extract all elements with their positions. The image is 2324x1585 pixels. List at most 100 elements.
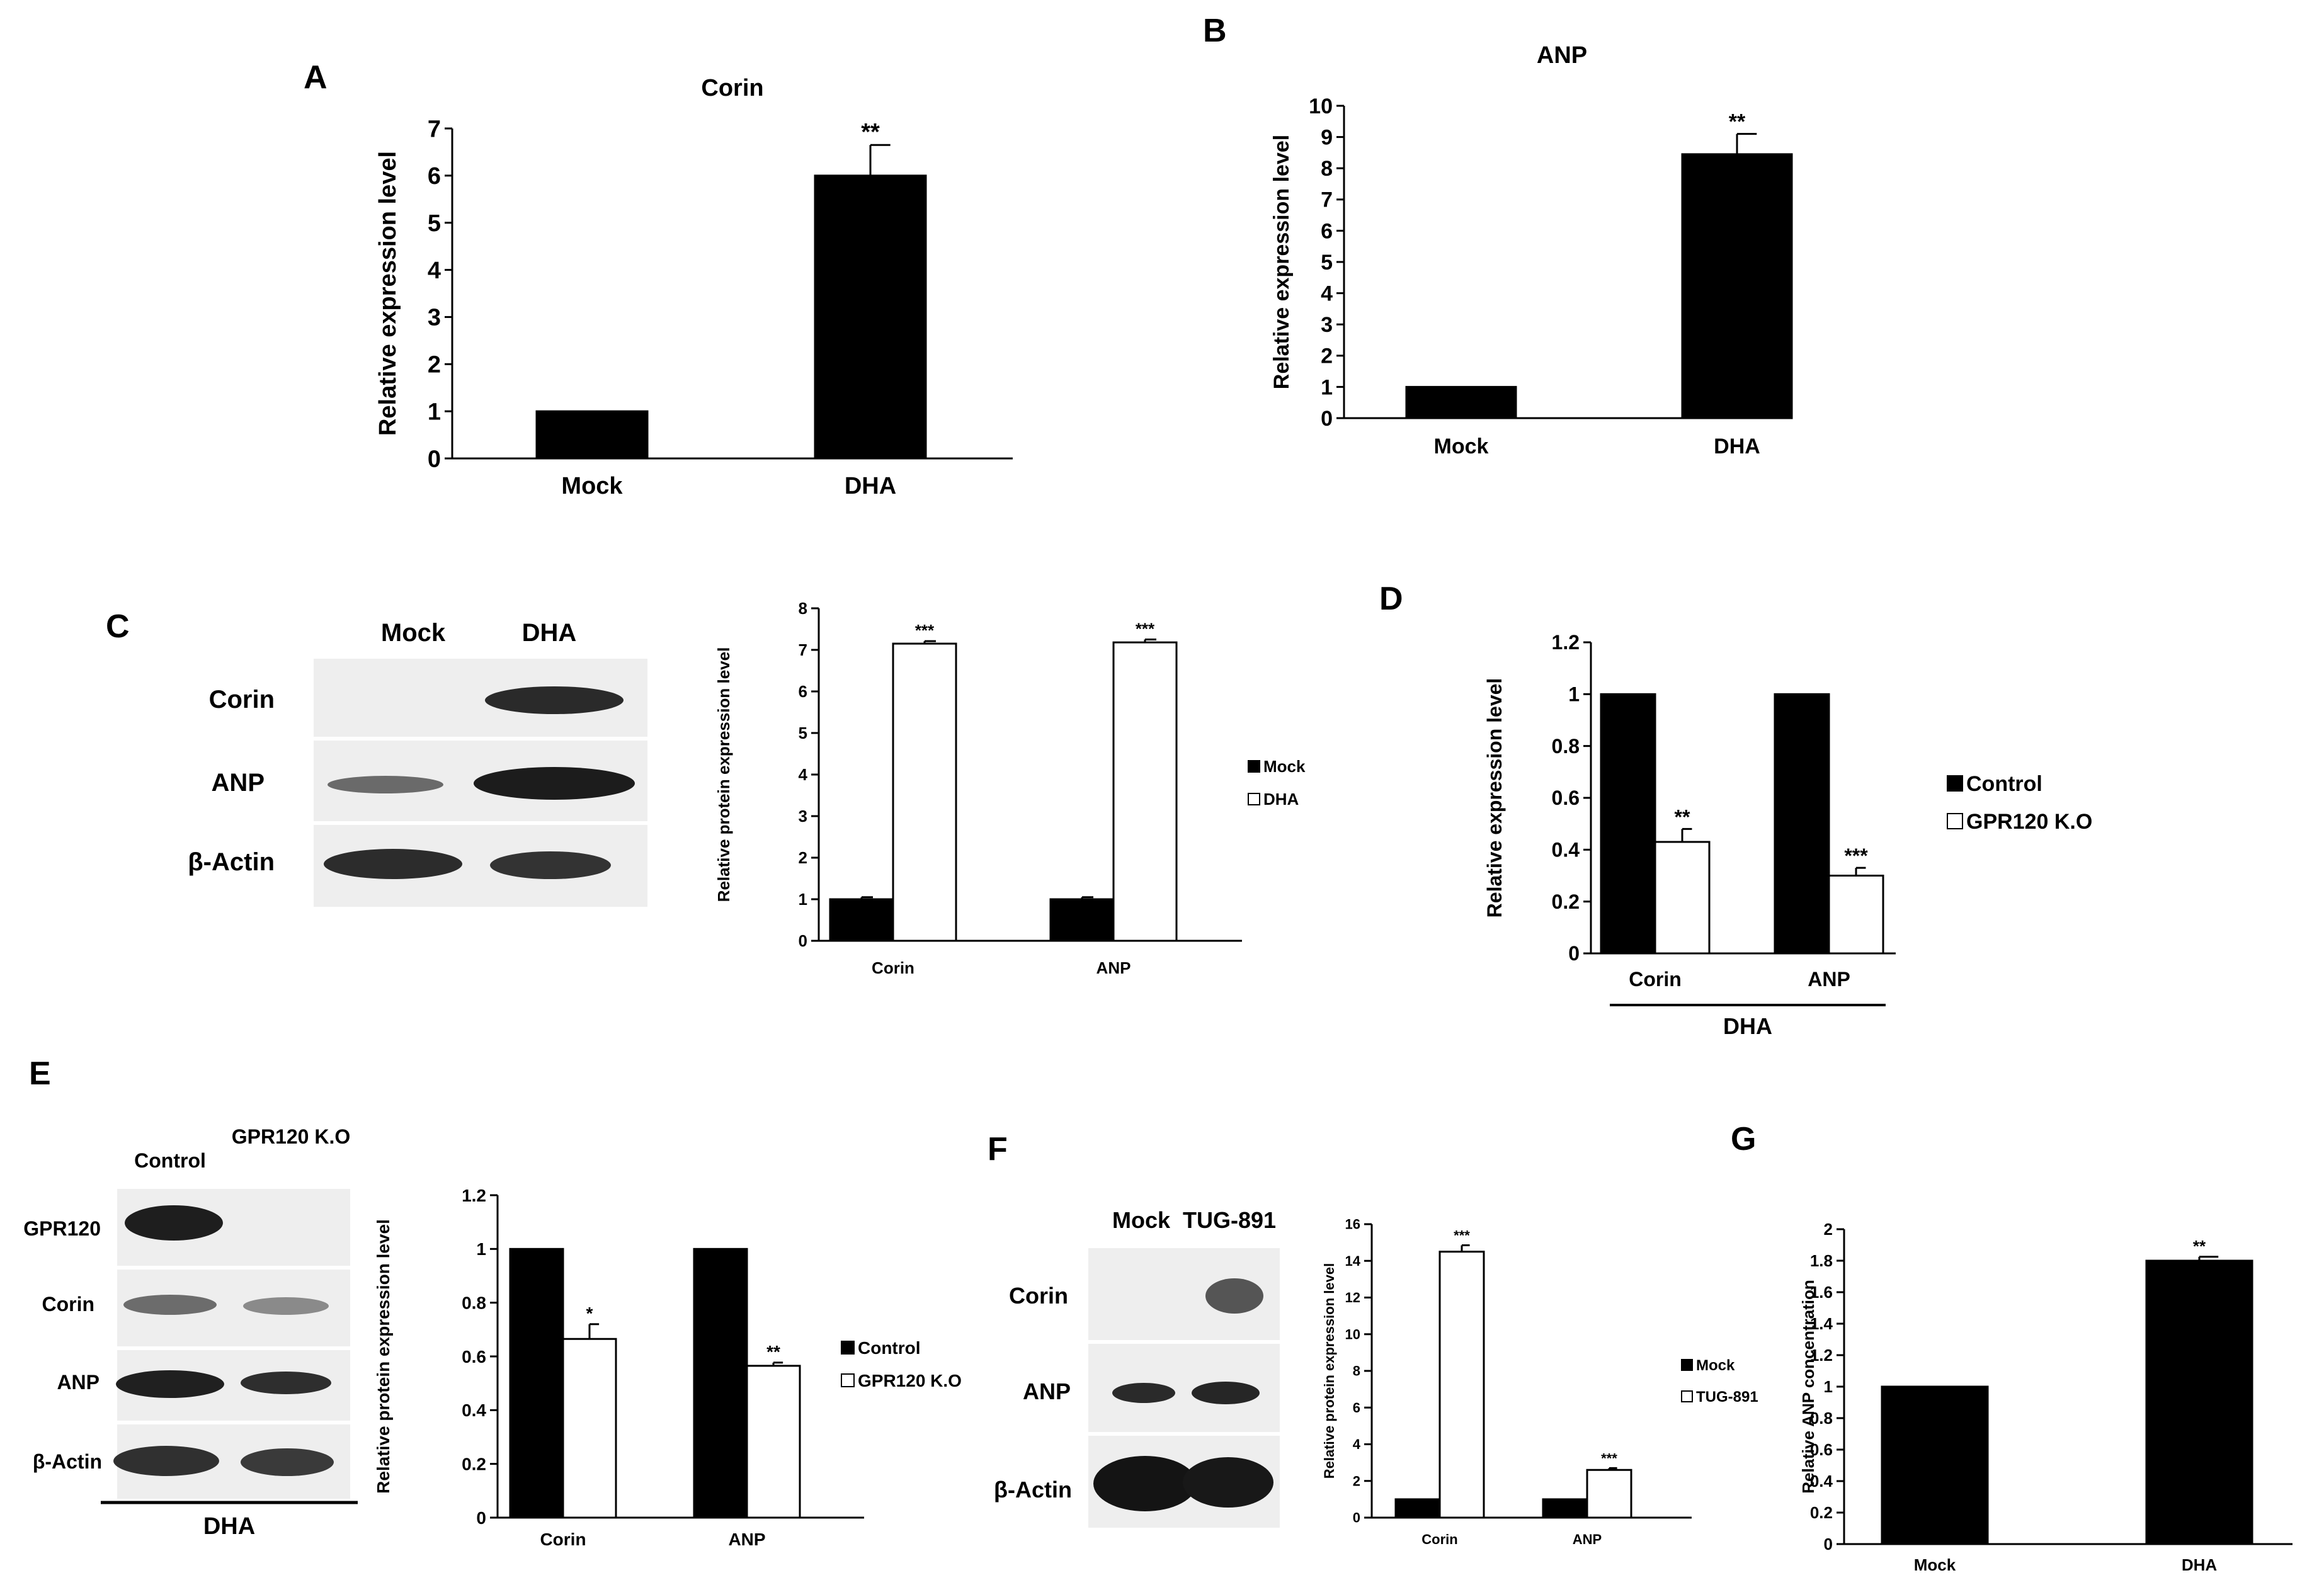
chart-e-category-label: ANP: [728, 1530, 765, 1549]
blot-e-band-anp-control: [116, 1370, 224, 1398]
chart-g-y-label: Relative ANP concentration: [1799, 1280, 1818, 1494]
chart-a: 0 1 2 3 4 5 6 7 Relative expression level Corin Mo…: [375, 75, 1013, 499]
chart-f-y-tick-label: 14: [1345, 1253, 1361, 1269]
blot-e-row-anp: ANP: [57, 1371, 100, 1394]
chart-g-y-tick-label: 1: [1824, 1377, 1833, 1396]
chart-c: 0 1 2 3 4 5 6 7 8 Relative protein expression lev…: [714, 599, 1306, 977]
chart-f-legend-swatch: [1681, 1359, 1693, 1371]
chart-a-y-tick-label: 2: [428, 352, 441, 378]
chart-d-bar-s1-0: [1654, 841, 1711, 955]
chart-f-significance: ***: [1601, 1450, 1617, 1466]
chart-f-legend-label: TUG-891: [1696, 1389, 1758, 1406]
chart-f-y-tick-label: 6: [1353, 1400, 1360, 1416]
chart-b-y-tick-label: 5: [1321, 251, 1333, 275]
blot-c-row-corin: Corin: [209, 686, 275, 713]
chart-b-y-tick-label: 6: [1321, 219, 1333, 243]
chart-d-y-tick-label: 1: [1568, 683, 1580, 706]
chart-c-y-label: Relative protein expression level: [714, 647, 733, 902]
blot-e-band-corin-ko: [243, 1297, 329, 1315]
chart-f-legend-swatch: [1681, 1390, 1693, 1402]
chart-f-y-tick-label: 16: [1345, 1217, 1360, 1232]
chart-e-y-tick-label: 0: [476, 1508, 486, 1528]
chart-e-y-tick-label: 0.8: [462, 1293, 486, 1312]
chart-d-y-tick-label: 0.6: [1552, 787, 1580, 809]
panel-letter-e: E: [29, 1055, 51, 1092]
chart-c-category-label: ANP: [1096, 958, 1131, 977]
chart-e-bar-s0-0: [509, 1247, 564, 1519]
chart-c-category-label: Corin: [872, 958, 914, 977]
chart-b-y-tick-label: 0: [1321, 407, 1333, 431]
chart-f-y-label: Relative protein expression level: [1321, 1263, 1337, 1479]
chart-a-y-tick-label: 3: [428, 305, 441, 331]
chart-a-y-label: Relative expression level: [375, 151, 401, 436]
chart-g-y-tick-label: 1.8: [1810, 1251, 1833, 1270]
panel-letter-g: G: [1731, 1121, 1756, 1157]
chart-e-bar-s1-1: [746, 1365, 801, 1519]
chart-c-legend-swatch: [1248, 760, 1260, 773]
chart-g-y-tick-label: 1.2: [1810, 1346, 1833, 1365]
chart-b-y-tick-label: 2: [1321, 344, 1333, 368]
chart-c-y-tick-label: 6: [799, 682, 807, 701]
blot-c-band-actin-dha: [490, 851, 611, 879]
chart-f-bar-s1-0: [1438, 1251, 1485, 1519]
chart-c-y-tick-label: 5: [799, 724, 807, 742]
chart-b-y-tick-label: 10: [1309, 94, 1333, 118]
chart-e-y-label: Relative protein expression level: [373, 1219, 393, 1494]
chart-d-y-label: Relative expression level: [1483, 678, 1506, 918]
chart-f-category-label: ANP: [1573, 1531, 1602, 1547]
chart-a-y-tick-label: 7: [428, 116, 441, 142]
chart-d-bar-s0-0: [1600, 693, 1656, 955]
blot-f-lane-tug891: TUG-891: [1183, 1207, 1276, 1233]
chart-b-title: ANP: [1537, 42, 1587, 69]
chart-e-bar-s1-0: [562, 1338, 617, 1519]
chart-c-y-tick-label: 3: [799, 807, 807, 826]
chart-c-bar-s0-0: [829, 898, 894, 942]
chart-c-significance: ***: [915, 621, 935, 640]
chart-g-y-tick-label: 0.6: [1810, 1440, 1833, 1459]
blot-c-lane-dha: DHA: [522, 619, 577, 647]
chart-f-y-tick-label: 10: [1345, 1326, 1360, 1342]
chart-f-bar-s0-0: [1394, 1498, 1441, 1519]
panel-letter-c: C: [106, 608, 130, 645]
blot-f-band-corin-tug: [1205, 1278, 1263, 1314]
chart-c-y-tick-label: 8: [799, 599, 807, 618]
chart-b-y-label: Relative expression level: [1270, 135, 1294, 389]
blot-e: Control GPR120 K.O GPR120 Corin ANP β-Ac…: [23, 1125, 358, 1540]
chart-c-bar-s1-1: [1112, 641, 1178, 942]
chart-f-bar-s0-1: [1542, 1498, 1588, 1519]
chart-a-y-tick-label: 4: [428, 258, 441, 284]
blot-e-band-gpr120-control: [125, 1205, 223, 1241]
blot-e-lane-control: Control: [134, 1149, 206, 1172]
chart-f-category-label: Corin: [1421, 1531, 1457, 1547]
chart-g-y-tick-label: 2: [1824, 1220, 1833, 1239]
chart-e-significance: **: [766, 1342, 780, 1361]
chart-a-significance: **: [861, 119, 880, 145]
chart-c-y-tick-label: 1: [799, 890, 807, 909]
blot-e-band-actin-control: [113, 1446, 219, 1476]
chart-e-category-label: Corin: [540, 1530, 586, 1549]
chart-b-y-tick-label: 1: [1321, 375, 1333, 399]
blot-f-band-actin-mock: [1093, 1456, 1197, 1511]
blot-f-band-actin-tug: [1183, 1457, 1273, 1508]
blot-e-band-actin-ko: [241, 1448, 334, 1476]
chart-d-legend-label: GPR120 K.O: [1966, 810, 2092, 834]
chart-g-significance: **: [2193, 1237, 2206, 1256]
chart-b-category-label: Mock: [1434, 435, 1489, 458]
blot-e-footer: DHA: [203, 1513, 255, 1540]
blot-c-band-actin-mock: [324, 849, 462, 879]
chart-d-bar-s1-1: [1828, 875, 1884, 955]
chart-c-bar-s1-0: [892, 642, 957, 942]
chart-d: 0 0.2 0.4 0.6 0.8 1 1.2 Relative expression lev…: [1483, 631, 2092, 1039]
chart-g-category-label: DHA: [2182, 1555, 2218, 1574]
chart-e-y-tick-label: 1: [476, 1239, 486, 1259]
chart-e-y-tick-label: 0.2: [462, 1454, 486, 1474]
panel-letter-d: D: [1379, 581, 1403, 617]
chart-b-bar-value-0: [1405, 385, 1517, 419]
blot-e-row-corin: Corin: [42, 1293, 94, 1315]
chart-d-x-label: DHA: [1723, 1013, 1772, 1039]
chart-e-legend-label: GPR120 K.O: [858, 1371, 962, 1390]
chart-a-bar-value-0: [535, 410, 649, 460]
chart-g-category-label: Mock: [1914, 1555, 1956, 1574]
chart-b-y-tick-label: 8: [1321, 157, 1333, 181]
